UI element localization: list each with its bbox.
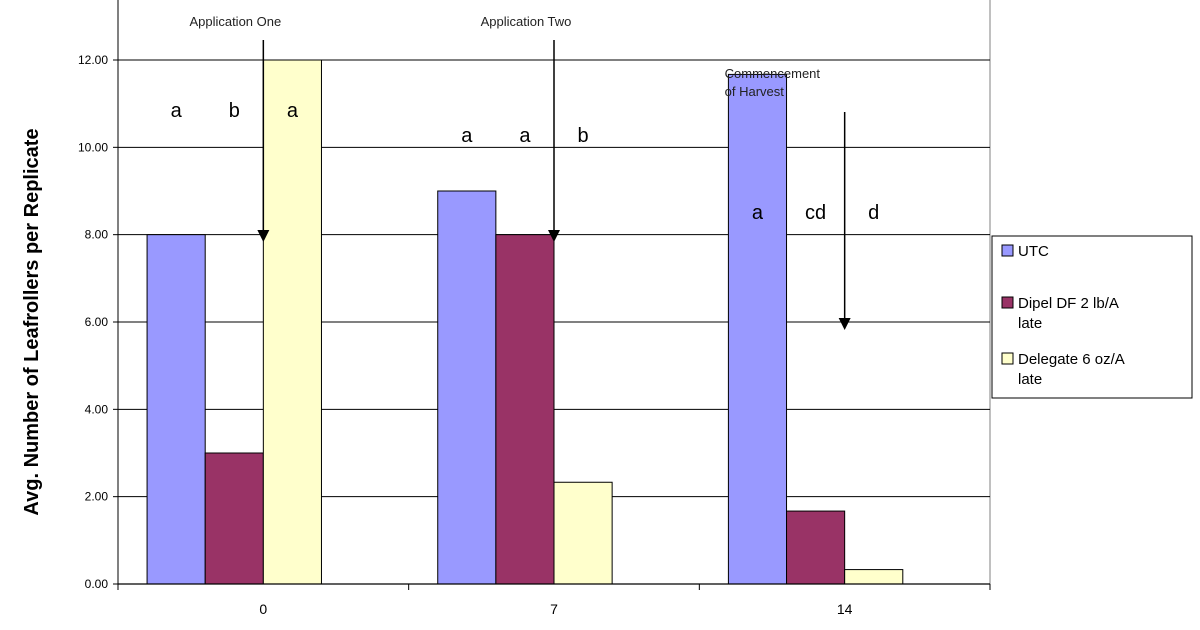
x-tick-label: 7 xyxy=(550,601,558,617)
legend-label: Dipel DF 2 lb/A xyxy=(1018,295,1119,312)
bar-dipel-df-2-lb-a-late-14 xyxy=(786,510,846,585)
bar-layer xyxy=(146,59,904,585)
legend-swatch xyxy=(1001,244,1014,257)
bar-dipel-df-2-lb-a-late-7 xyxy=(495,234,555,585)
bar-utc-14 xyxy=(727,73,788,585)
x-tick-label: 0 xyxy=(259,601,267,617)
y-tick-label: 8.00 xyxy=(85,228,109,242)
bar-delegate-6-oz-a-late-0 xyxy=(262,59,322,585)
annotation-text: Commencement xyxy=(725,66,821,81)
legend-box xyxy=(991,235,1193,399)
y-tick-label: 12.00 xyxy=(78,53,108,67)
y-axis-title: Avg. Number of Leafrollers per Replicate xyxy=(21,128,43,515)
legend-swatch xyxy=(1001,296,1014,309)
y-tick-label: 2.00 xyxy=(85,490,109,504)
y-tick-label: 0.00 xyxy=(85,577,109,591)
bar-dipel-df-2-lb-a-late-0 xyxy=(204,452,264,585)
x-tick-label: 14 xyxy=(837,601,853,617)
legend-label: UTC xyxy=(1018,243,1049,260)
annotation-text: Application One xyxy=(189,14,281,29)
legend: UTC Dipel DF 2 lb/A late Delegate 6 oz/A lat… xyxy=(991,235,1193,399)
legend-label: Delegate 6 oz/A xyxy=(1018,351,1125,368)
annotation-layer: a b a a a b a cd d Application One Application Two… xyxy=(171,14,879,330)
legend-label: late xyxy=(1018,371,1042,388)
bar-utc-0 xyxy=(146,234,206,585)
significance-letter: b xyxy=(229,100,240,122)
annotation-arrow-head xyxy=(548,230,560,242)
significance-letter: a xyxy=(287,100,299,122)
annotation-text: of Harvest xyxy=(725,84,785,99)
bar-utc-7 xyxy=(437,190,497,585)
annotation-arrow-head xyxy=(838,318,851,330)
y-tick-label: 10.00 xyxy=(78,140,108,154)
significance-letter: a xyxy=(752,202,764,224)
legend-label: late xyxy=(1018,315,1042,332)
axis-layer: 0.00 2.00 4.00 6.00 8.00 10.00 12.00 Avg. Numbe… xyxy=(21,0,991,617)
annotation-arrow-head xyxy=(257,230,270,242)
significance-letter: a xyxy=(519,125,531,147)
y-tick-label: 6.00 xyxy=(85,315,109,329)
legend-swatch xyxy=(1001,352,1014,365)
significance-letter: cd xyxy=(805,202,826,224)
bar-delegate-6-oz-a-late-14 xyxy=(844,569,904,585)
significance-letter: a xyxy=(461,125,473,147)
y-tick-label: 4.00 xyxy=(85,402,109,416)
annotation-text: Application Two xyxy=(481,14,572,29)
significance-letter: a xyxy=(171,100,183,122)
significance-letter: d xyxy=(868,202,879,224)
significance-letter: b xyxy=(578,125,589,147)
bar-delegate-6-oz-a-late-7 xyxy=(553,481,613,585)
